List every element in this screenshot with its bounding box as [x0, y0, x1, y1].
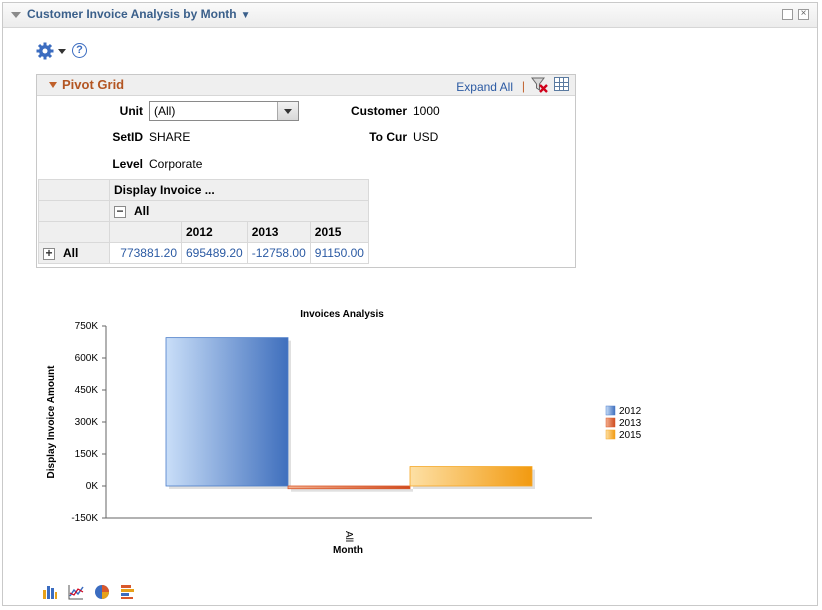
maximize-icon[interactable] [782, 9, 793, 20]
bar-2012[interactable] [165, 337, 289, 487]
setid-label: SetID [112, 130, 143, 144]
setid-value: SHARE [149, 130, 191, 144]
collapse-icon[interactable] [11, 12, 21, 18]
unit-select[interactable]: (All) [149, 101, 299, 121]
tocur-label: To Cur [369, 130, 407, 144]
chart-bars [165, 337, 535, 492]
y-tick-label: 750K [75, 321, 99, 332]
measure-header[interactable]: Display Invoice ... [109, 179, 369, 201]
pagelet-header: Customer Invoice Analysis by Month ▼ × [3, 3, 817, 28]
expand-icon[interactable]: + [43, 247, 55, 260]
bar-chart-svg: Invoices Analysis -150K 0K 150K 300K 450K 600… [46, 309, 642, 556]
line-chart-icon[interactable] [68, 584, 84, 600]
chevron-down-icon[interactable] [277, 102, 298, 120]
stacked-bar-chart-icon[interactable] [120, 584, 136, 600]
title-dropdown-icon[interactable]: ▼ [240, 10, 251, 21]
value-cell-total[interactable]: 773881.20 [109, 242, 182, 264]
close-icon[interactable]: × [798, 9, 809, 20]
unit-label: Unit [119, 104, 143, 118]
y-tick-label: 300K [75, 417, 99, 428]
legend-label: 2015 [619, 430, 642, 441]
bar-shadow [291, 489, 413, 492]
year-header: 2015 [309, 221, 369, 243]
pivot-data-table: Display Invoice ... − All 2012 2013 2015 … [38, 179, 369, 264]
y-tick-label: 150K [75, 449, 99, 460]
grid-view-icon[interactable] [554, 77, 569, 91]
y-axis: -150K 0K 150K 300K 450K 600K 750K [71, 321, 107, 524]
y-tick-label: -150K [71, 513, 98, 524]
clear-filter-icon[interactable] [531, 77, 549, 93]
x-axis-label: Month [333, 545, 363, 556]
year-header-empty [109, 221, 182, 243]
invoices-chart: Invoices Analysis -150K 0K 150K 300K 450K 600… [36, 300, 656, 565]
bar-2013[interactable] [287, 485, 411, 490]
legend-swatch [605, 429, 616, 440]
legend-swatch [605, 417, 616, 428]
gear-icon[interactable] [36, 42, 54, 60]
pie-chart-icon[interactable] [94, 584, 110, 600]
value-cell-2013[interactable]: -12758.00 [246, 242, 311, 264]
legend-label: 2012 [619, 406, 642, 417]
chart-title: Invoices Analysis [300, 309, 384, 320]
y-tick-label: 600K [75, 353, 99, 364]
header-separator: | [521, 79, 525, 93]
bar-2015[interactable] [409, 466, 533, 487]
row-all-label: All [63, 246, 79, 260]
customer-value: 1000 [413, 104, 440, 118]
x-axis: All [106, 517, 592, 542]
bar-chart-icon[interactable] [42, 584, 58, 600]
x-tick-label: All [343, 531, 354, 542]
table-row: + All 773881.20 695489.20 -12758.00 91150… [38, 242, 369, 264]
legend-label: 2013 [619, 418, 642, 429]
customer-label: Customer [350, 104, 407, 118]
gear-dropdown-icon[interactable] [58, 49, 66, 54]
collapse-icon[interactable]: − [114, 205, 126, 218]
y-tick-label: 0K [86, 481, 99, 492]
level-label: Level [112, 157, 143, 171]
expand-all-link[interactable]: Expand All [456, 80, 513, 94]
col-all-header: − All [109, 200, 369, 222]
year-header: 2013 [246, 221, 311, 243]
year-header: 2012 [181, 221, 248, 243]
pivot-collapse-icon[interactable] [49, 82, 57, 88]
unit-select-value: (All) [154, 104, 176, 118]
help-icon[interactable]: ? [72, 43, 87, 58]
row-all-header: + All [38, 242, 110, 264]
col-all-label: All [134, 204, 150, 218]
pivot-grid-panel: Pivot Grid Expand All | Unit (All) Custo… [36, 74, 576, 268]
pagelet-title[interactable]: Customer Invoice Analysis by Month ▼ [27, 7, 251, 21]
y-tick-label: 450K [75, 385, 99, 396]
pivot-grid-header: Pivot Grid Expand All | [37, 75, 575, 96]
value-cell-2015[interactable]: 91150.00 [309, 242, 369, 264]
corner-cell [38, 200, 110, 222]
level-value: Corporate [149, 157, 203, 171]
corner-cell [38, 179, 110, 201]
corner-cell [38, 221, 110, 243]
value-cell-2012[interactable]: 695489.20 [181, 242, 248, 264]
tocur-value: USD [413, 130, 439, 144]
y-axis-label: Display Invoice Amount [46, 365, 57, 479]
pivot-grid-title: Pivot Grid [62, 77, 125, 92]
legend-swatch [605, 405, 616, 416]
